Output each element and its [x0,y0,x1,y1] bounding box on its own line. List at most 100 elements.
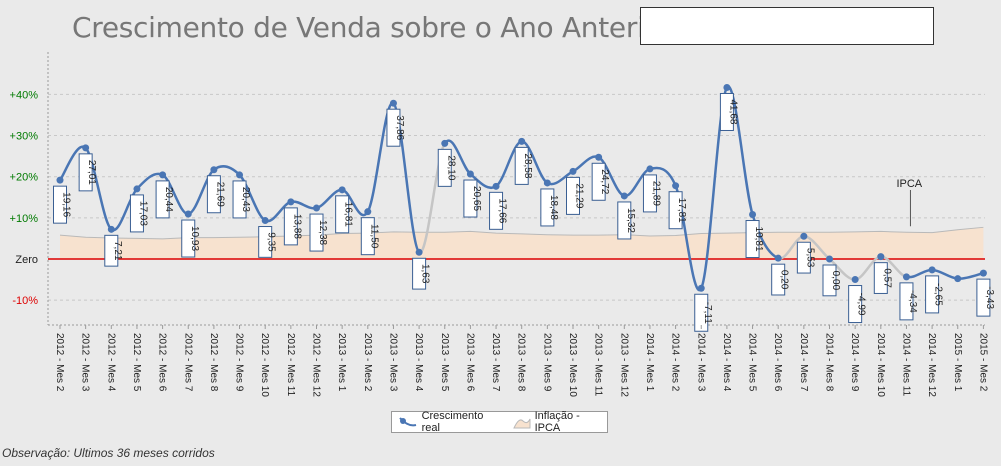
x-tick-label: 2012 - Mes 12 [311,333,322,397]
data-point [492,182,500,190]
line-chart: +40% +30% +20% +10% Zero -10% IPCA 19,16 27,01 7,… [10,52,995,397]
data-point [979,269,987,277]
data-point [749,211,757,219]
data-label-box [899,282,914,321]
x-tick-label: 2014 - Mes 11 [900,333,911,397]
x-tick-label: 2013 - Mes 12 [618,333,629,397]
x-tick-label: 2015 - Mes 2 [977,333,988,392]
data-label-box [335,195,350,234]
data-label: 1,63 [420,264,431,284]
x-tick-label: 2014 - Mes 7 [798,333,809,392]
x-tick-label: 2013 - Mes 1 [336,333,347,392]
y-tick-label: +20% [10,172,39,184]
x-tick-label: 2014 - Mes 12 [926,333,937,397]
data-point [82,144,90,152]
area-series-legend-icon [513,418,531,429]
legend-item-crescimento: Crescimento real [398,410,503,434]
data-label: 20,43 [240,187,251,212]
data-label-box [206,175,221,214]
data-point [133,185,141,193]
x-tick-label: 2012 - Mes 2 [54,333,65,392]
data-label: 18,48 [548,195,559,220]
data-label-box [232,180,247,219]
x-tick-label: 2012 - Mes 9 [234,333,245,392]
data-label-box [642,174,657,213]
x-tick-label: 2012 - Mes 3 [80,333,91,392]
footnote: Observação: Ultimos 36 meses corridos [2,446,215,460]
data-label-box [848,285,863,324]
data-label-box [104,234,119,267]
data-label-box [53,185,67,224]
data-label-box [360,217,375,256]
chart-legend: Crescimento real Inflação - IPCA [391,410,608,434]
data-label-box [258,226,273,258]
x-tick-label: 2012 - Mes 5 [131,333,142,392]
data-label: 21,89 [650,181,661,206]
y-tick-label: +10% [10,213,39,225]
data-label-box [309,213,324,252]
legend-label-ipca: Inflação - IPCA [534,410,580,434]
data-label: 21,69 [214,182,225,207]
data-label: 41,68 [727,99,738,124]
line-series-legend-icon [399,417,417,427]
data-label: -2,65 [933,283,944,306]
x-tick-label: 2013 - Mes 3 [387,333,398,392]
data-point [723,83,731,91]
data-label: 9,35 [266,232,277,252]
x-tick-label: 2014 - Mes 8 [824,333,835,392]
data-point [261,217,269,225]
data-label: 24,72 [599,169,610,194]
y-tick-label: +40% [10,89,39,101]
series-segment [84,146,113,231]
data-label: -4,34 [907,290,918,313]
data-point [620,192,628,200]
data-label-box [668,191,683,230]
ipca-annotation-label: IPCA [896,178,922,190]
data-label: 10,93 [189,226,200,251]
data-label-box [796,241,811,274]
data-label: 28,10 [445,155,456,180]
data-label-box [771,263,786,296]
x-tick-label: 2014 - Mes 1 [644,333,655,392]
x-tick-label: 2014 - Mes 5 [747,333,758,392]
data-point [928,266,936,274]
data-label: 20,65 [471,186,482,211]
data-label: 0,20 [779,270,790,290]
data-point [672,182,680,190]
data-label-box [514,146,529,185]
x-tick-label: 2012 - Mes 10 [259,333,270,397]
x-tick-label: 2013 - Mes 5 [439,333,450,392]
data-point [466,170,474,178]
data-point [415,248,423,256]
x-tick-label: 2014 - Mes 2 [670,333,681,392]
data-point [364,208,372,216]
data-point [338,186,346,194]
y-tick-label: -10% [12,295,38,307]
data-point [800,232,808,240]
data-point [210,166,218,174]
data-label: 11,50 [368,224,379,249]
data-label-box [155,180,170,219]
data-point [569,167,577,175]
data-label: 16,81 [343,202,354,227]
data-label: 10,81 [753,227,764,252]
data-label: 20,44 [163,187,174,212]
data-point [826,255,833,263]
data-label: 17,81 [676,198,687,223]
chart-title: Crescimento de Venda sobre o Ano Anterio… [72,10,692,44]
data-label-box [976,278,991,317]
data-point [954,275,962,283]
x-tick-label: 2014 - Mes 9 [849,333,860,392]
ipca-line [59,226,984,240]
legend-label-crescimento: Crescimento real [421,410,484,434]
data-label-box [489,191,504,230]
data-label: 21,29 [574,183,585,208]
data-label: 0,57 [881,268,892,288]
x-tick-label: 2014 - Mes 4 [721,333,732,392]
title-input-box[interactable] [640,7,934,45]
data-label-box [181,219,196,258]
x-tick-label: 2012 - Mes 7 [182,333,193,392]
data-point [287,198,295,206]
x-tick-label: 2014 - Mes 3 [695,333,706,392]
x-tick-label: 2012 - Mes 8 [208,333,219,392]
